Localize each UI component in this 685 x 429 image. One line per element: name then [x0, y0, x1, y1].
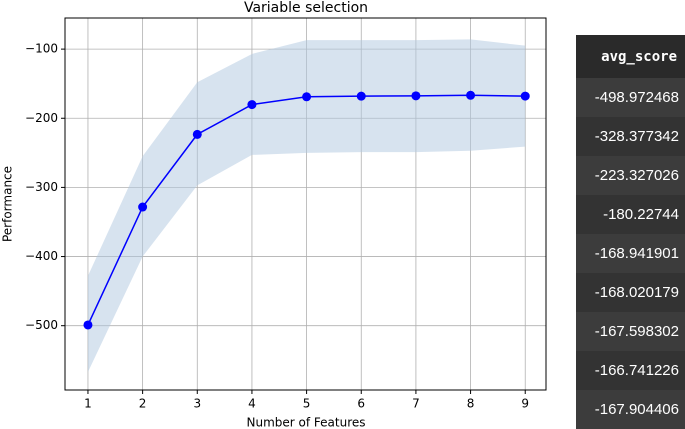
- chart: Variable selection Number of Features Pe…: [1, 0, 547, 429]
- table-row: -167.598302: [576, 312, 685, 351]
- chart-title: Variable selection: [244, 0, 368, 16]
- point: [466, 90, 476, 100]
- table-row: -498.972468: [576, 78, 685, 117]
- x-tick-label: 9: [521, 397, 529, 411]
- table-row: -180.22744: [576, 195, 685, 234]
- table-cell: -498.972468: [576, 78, 685, 117]
- point: [356, 91, 366, 101]
- table-cell: -167.598302: [576, 312, 685, 351]
- y-tick-label: −500: [25, 318, 58, 332]
- x-tick-label: 4: [248, 397, 256, 411]
- x-tick-label: 6: [357, 397, 365, 411]
- table-cell: -180.22744: [576, 195, 685, 234]
- x-axis-label: Number of Features: [247, 416, 366, 429]
- table-header: avg_score: [576, 35, 685, 78]
- table-row: -167.904406: [576, 390, 685, 429]
- table-row: -328.377342: [576, 117, 685, 156]
- x-tick-label: 3: [193, 397, 201, 411]
- table-row: -223.327026: [576, 156, 685, 195]
- x-tick-label: 8: [467, 397, 475, 411]
- table-row: -168.941901: [576, 234, 685, 273]
- y-axis-label: Performance: [1, 166, 15, 242]
- x-tick-label: 5: [303, 397, 311, 411]
- table-cell: -167.904406: [576, 390, 685, 429]
- table-cell: -223.327026: [576, 156, 685, 195]
- y-tick-label: −100: [25, 42, 58, 56]
- x-tick-label: 2: [139, 397, 147, 411]
- point: [192, 129, 202, 139]
- point: [138, 202, 148, 212]
- table-cell: -328.377342: [576, 117, 685, 156]
- point: [520, 91, 530, 101]
- y-tick-label: −300: [25, 180, 58, 194]
- point: [302, 92, 312, 102]
- table-row: -168.020179: [576, 273, 685, 312]
- plot-frame: [64, 17, 547, 391]
- table-cell: -168.941901: [576, 234, 685, 273]
- band: [87, 39, 526, 373]
- table-cell: -168.020179: [576, 273, 685, 312]
- table-cell: -166.741226: [576, 351, 685, 390]
- x-tick-label: 1: [84, 397, 92, 411]
- x-tick-label: 7: [412, 397, 420, 411]
- y-tick-label: −400: [25, 249, 58, 263]
- y-tick-label: −200: [25, 111, 58, 125]
- point: [83, 320, 93, 330]
- score-table: avg_score -498.972468 -328.377342 -223.327…: [576, 35, 685, 429]
- point: [411, 91, 421, 101]
- table-row: -166.741226: [576, 351, 685, 390]
- point: [247, 100, 257, 110]
